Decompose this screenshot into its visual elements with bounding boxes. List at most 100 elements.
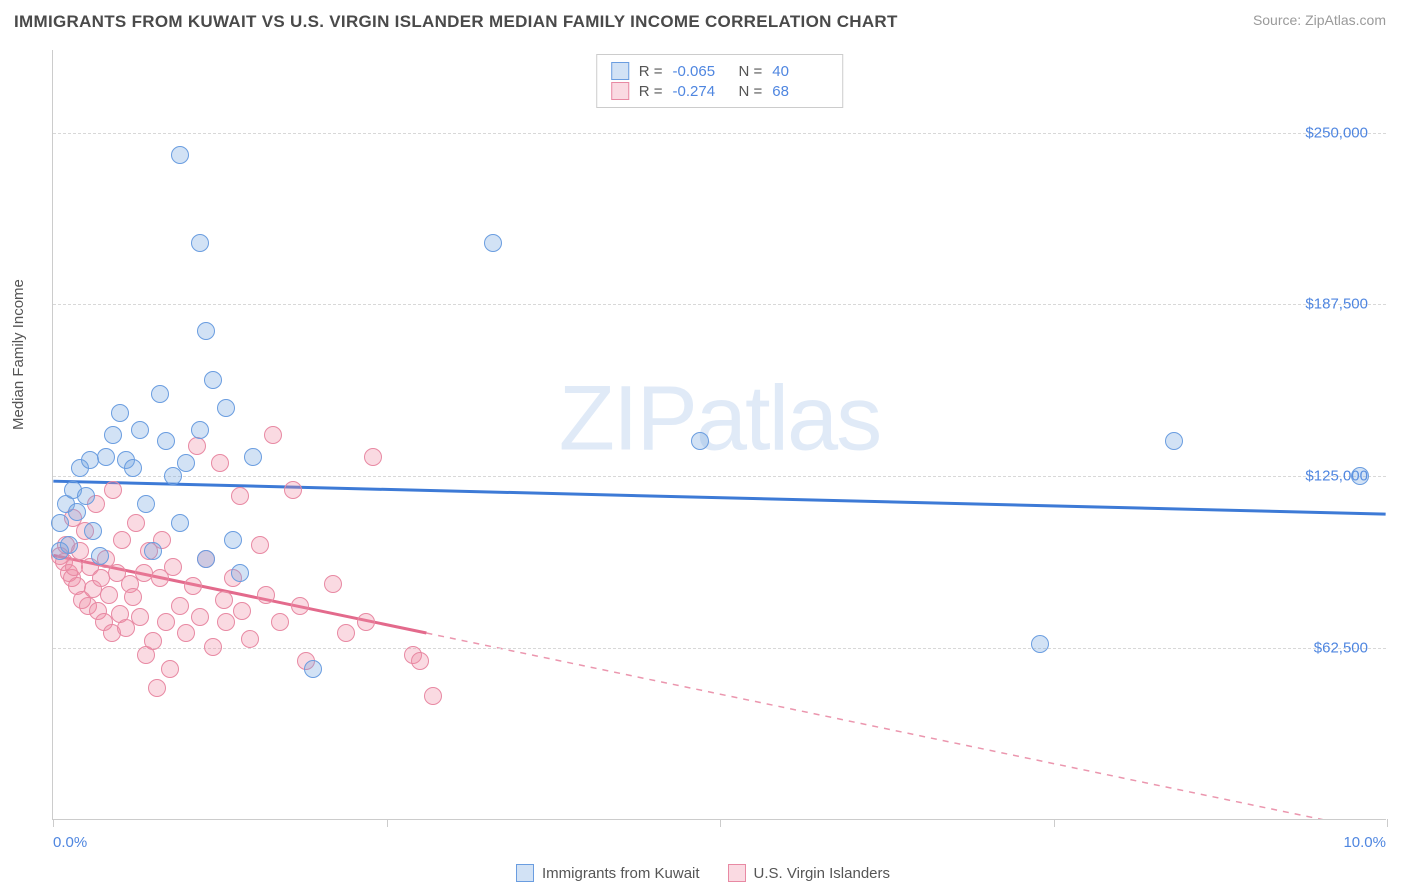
- y-tick-label: $62,500: [1314, 640, 1368, 657]
- data-point-kuwait: [217, 399, 235, 417]
- grid-line: [53, 133, 1386, 134]
- data-point-usvi: [231, 487, 249, 505]
- data-point-kuwait: [104, 426, 122, 444]
- data-point-kuwait: [51, 514, 69, 532]
- legend-row-kuwait: R = -0.065 N = 40: [611, 61, 829, 81]
- data-point-kuwait: [691, 432, 709, 450]
- data-point-usvi: [204, 638, 222, 656]
- series-label-usvi: U.S. Virgin Islanders: [754, 865, 890, 882]
- data-point-usvi: [148, 679, 166, 697]
- swatch-kuwait: [516, 864, 534, 882]
- x-tick-label-max: 10.0%: [1343, 834, 1386, 851]
- swatch-usvi: [728, 864, 746, 882]
- n-label: N =: [739, 63, 763, 80]
- data-point-usvi: [188, 437, 206, 455]
- data-point-kuwait: [84, 522, 102, 540]
- data-point-kuwait: [81, 451, 99, 469]
- data-point-usvi: [357, 613, 375, 631]
- data-point-kuwait: [244, 448, 262, 466]
- regression-line-kuwait: [53, 481, 1385, 514]
- data-point-usvi: [211, 454, 229, 472]
- data-point-usvi: [215, 591, 233, 609]
- data-point-kuwait: [177, 454, 195, 472]
- data-point-kuwait: [1351, 467, 1369, 485]
- data-point-kuwait: [144, 542, 162, 560]
- chart-title: IMMIGRANTS FROM KUWAIT VS U.S. VIRGIN IS…: [14, 12, 898, 32]
- x-tick: [1387, 819, 1388, 827]
- data-point-usvi: [161, 660, 179, 678]
- data-point-usvi: [100, 586, 118, 604]
- data-point-kuwait: [97, 448, 115, 466]
- data-point-usvi: [191, 608, 209, 626]
- data-point-usvi: [144, 632, 162, 650]
- regression-lines: [53, 50, 1386, 819]
- data-point-usvi: [284, 481, 302, 499]
- data-point-usvi: [171, 597, 189, 615]
- data-point-usvi: [131, 608, 149, 626]
- series-legend: Immigrants from Kuwait U.S. Virgin Islan…: [516, 864, 890, 882]
- data-point-kuwait: [204, 371, 222, 389]
- n-value-kuwait: 40: [772, 63, 828, 80]
- data-point-kuwait: [1031, 635, 1049, 653]
- data-point-usvi: [291, 597, 309, 615]
- data-point-usvi: [324, 575, 342, 593]
- data-point-kuwait: [137, 495, 155, 513]
- data-point-usvi: [177, 624, 195, 642]
- n-label: N =: [739, 83, 763, 100]
- data-point-kuwait: [484, 234, 502, 252]
- r-label: R =: [639, 63, 663, 80]
- data-point-usvi: [127, 514, 145, 532]
- n-value-usvi: 68: [772, 83, 828, 100]
- data-point-kuwait: [164, 467, 182, 485]
- data-point-kuwait: [77, 487, 95, 505]
- data-point-usvi: [424, 687, 442, 705]
- data-point-usvi: [411, 652, 429, 670]
- y-tick-label: $250,000: [1305, 124, 1368, 141]
- legend-row-usvi: R = -0.274 N = 68: [611, 81, 829, 101]
- r-value-kuwait: -0.065: [673, 63, 729, 80]
- data-point-usvi: [257, 586, 275, 604]
- y-axis-label: Median Family Income: [10, 279, 27, 430]
- legend-item-kuwait: Immigrants from Kuwait: [516, 864, 700, 882]
- x-tick: [387, 819, 388, 827]
- data-point-kuwait: [231, 564, 249, 582]
- data-point-usvi: [184, 577, 202, 595]
- data-point-usvi: [241, 630, 259, 648]
- data-point-kuwait: [171, 514, 189, 532]
- grid-line: [53, 648, 1386, 649]
- data-point-kuwait: [111, 404, 129, 422]
- data-point-usvi: [104, 481, 122, 499]
- data-point-kuwait: [304, 660, 322, 678]
- x-tick: [53, 819, 54, 827]
- x-tick: [1054, 819, 1055, 827]
- data-point-kuwait: [171, 146, 189, 164]
- grid-line: [53, 304, 1386, 305]
- data-point-usvi: [217, 613, 235, 631]
- data-point-kuwait: [151, 385, 169, 403]
- regression-extrapolation-usvi: [426, 633, 1385, 819]
- swatch-usvi: [611, 82, 629, 100]
- swatch-kuwait: [611, 62, 629, 80]
- data-point-kuwait: [157, 432, 175, 450]
- data-point-usvi: [337, 624, 355, 642]
- data-point-usvi: [233, 602, 251, 620]
- watermark-text: ZIPatlas: [559, 367, 880, 472]
- series-label-kuwait: Immigrants from Kuwait: [542, 865, 700, 882]
- data-point-usvi: [251, 536, 269, 554]
- data-point-usvi: [164, 558, 182, 576]
- data-point-usvi: [271, 613, 289, 631]
- data-point-kuwait: [1165, 432, 1183, 450]
- data-point-kuwait: [68, 503, 86, 521]
- r-value-usvi: -0.274: [673, 83, 729, 100]
- correlation-legend: R = -0.065 N = 40 R = -0.274 N = 68: [596, 54, 844, 108]
- x-tick-label-min: 0.0%: [53, 834, 87, 851]
- x-tick: [720, 819, 721, 827]
- data-point-usvi: [157, 613, 175, 631]
- scatter-chart: ZIPatlas R = -0.065 N = 40 R = -0.274 N …: [52, 50, 1386, 820]
- data-point-usvi: [124, 588, 142, 606]
- r-label: R =: [639, 83, 663, 100]
- grid-line: [53, 476, 1386, 477]
- data-point-usvi: [364, 448, 382, 466]
- data-point-kuwait: [191, 421, 209, 439]
- data-point-kuwait: [197, 322, 215, 340]
